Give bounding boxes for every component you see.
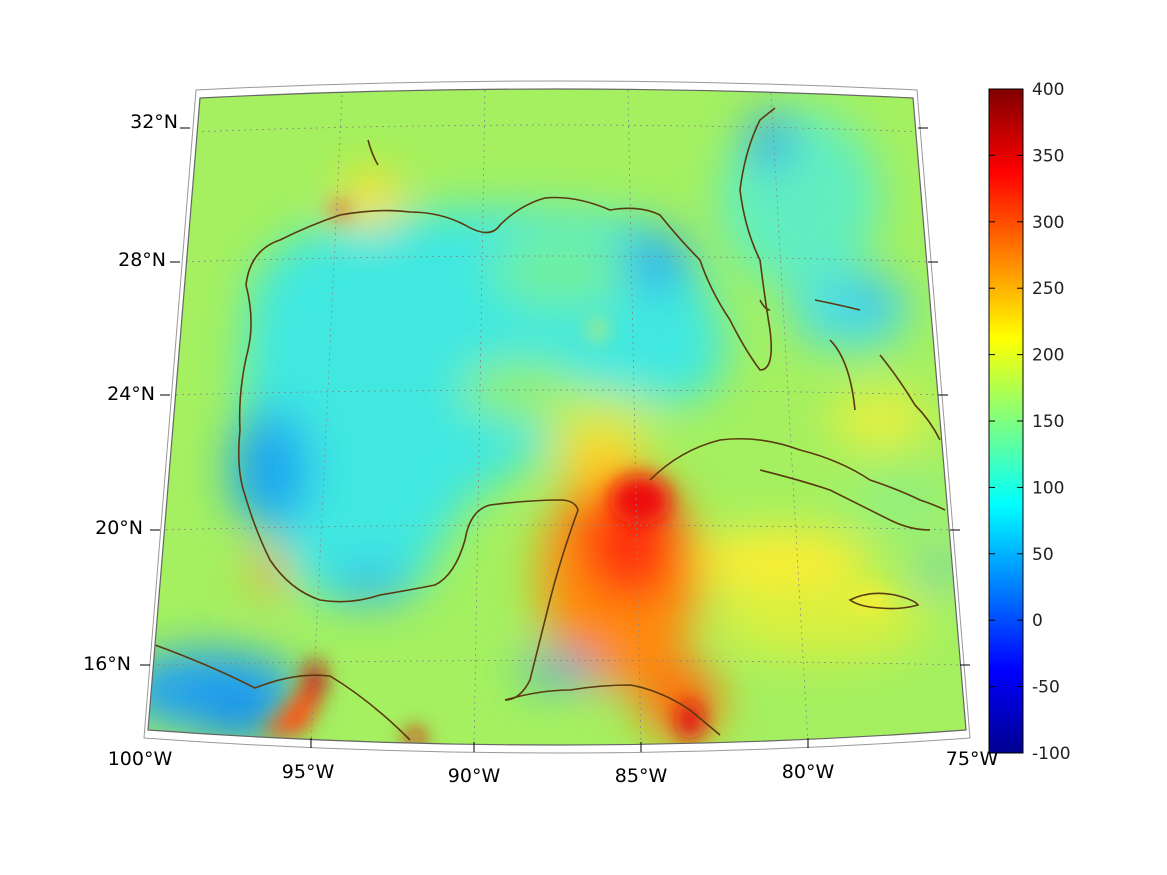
lon-label-80w: 80°W	[782, 761, 835, 783]
colorbar-tick-label: 100	[1032, 478, 1064, 498]
colorbar-tick-label: -100	[1032, 744, 1071, 764]
colorbar-tick-label: 400	[1032, 80, 1064, 100]
lon-label-85w: 85°W	[615, 765, 668, 787]
lon-label-75w: 75°W	[946, 748, 999, 770]
lon-label-100w: 100°W	[108, 748, 173, 770]
latitude-labels: 32°N 28°N 24°N 20°N 16°N	[83, 111, 178, 675]
data-field	[148, 89, 966, 745]
map-frame	[147, 88, 967, 746]
colorbar-ticks: 400 350 300 250 200 150 100 50 0 -50 -100	[989, 80, 1071, 764]
colorbar-tick-label: -50	[1032, 678, 1060, 698]
colorbar-tick-label: 300	[1032, 213, 1064, 233]
lon-label-90w: 90°W	[448, 765, 501, 787]
coastlines	[154, 107, 946, 741]
longitude-labels: 100°W 95°W 90°W 85°W 80°W 75°W	[108, 748, 999, 787]
colorbar-tick-label: 200	[1032, 346, 1064, 366]
colorbar: 400 350 300 250 200 150 100 50 0 -50 -100	[988, 80, 1071, 764]
lat-label-20n: 20°N	[95, 517, 143, 539]
frame-ticks	[140, 127, 970, 752]
lat-label-16n: 16°N	[83, 653, 131, 675]
map-frame-outer	[143, 80, 971, 754]
colorbar-tick-label: 150	[1032, 412, 1064, 432]
lat-label-24n: 24°N	[107, 383, 155, 405]
colorbar-tick-label: 250	[1032, 279, 1064, 299]
lon-label-95w: 95°W	[282, 761, 335, 783]
lat-label-32n: 32°N	[130, 111, 178, 133]
lat-label-28n: 28°N	[118, 249, 166, 271]
colorbar-tick-label: 50	[1032, 545, 1054, 565]
colorbar-tick-label: 350	[1032, 146, 1064, 166]
graticule	[151, 89, 963, 745]
colorbar-tick-label: 0	[1032, 611, 1043, 631]
